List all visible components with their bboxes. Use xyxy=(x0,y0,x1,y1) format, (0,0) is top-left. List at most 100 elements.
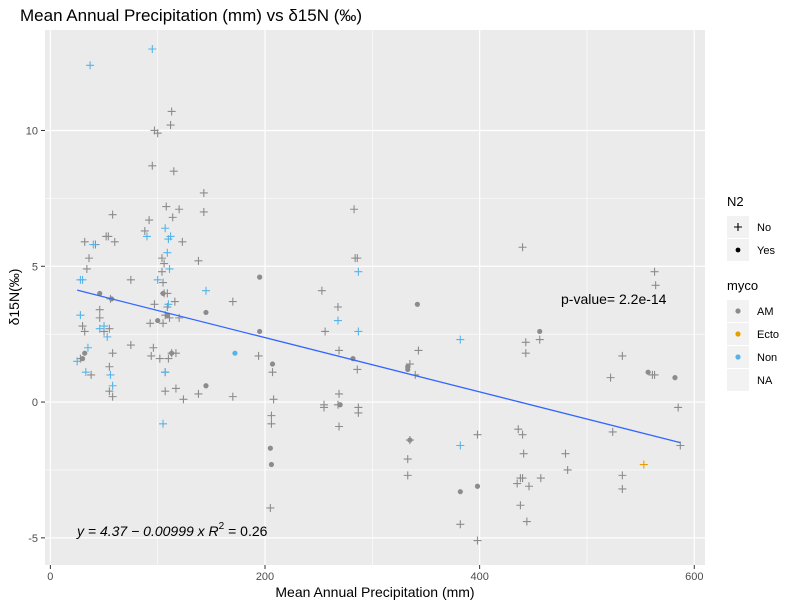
data-point-plus xyxy=(105,324,114,333)
data-point-dot xyxy=(232,350,238,356)
data-point-plus xyxy=(333,316,342,325)
data-point-plus xyxy=(87,370,96,379)
data-point-plus xyxy=(108,392,117,401)
data-point-dot xyxy=(414,301,420,307)
data-point-plus xyxy=(456,520,465,529)
data-point-dot xyxy=(537,328,543,335)
data-point-dot xyxy=(407,437,413,443)
legend: N2 No Yes myco AM Ecto Non NA xyxy=(727,194,779,391)
data-point-dot xyxy=(82,350,88,356)
data-point-plus xyxy=(104,232,113,241)
data-point-plus xyxy=(148,45,157,54)
legend-label: No xyxy=(757,222,771,234)
x-axis: 0 200 400 600 xyxy=(47,565,703,583)
data-point-plus xyxy=(350,205,359,214)
data-point-plus xyxy=(153,129,162,138)
data-point-plus xyxy=(159,319,168,328)
data-point-plus xyxy=(536,474,545,483)
data-point-plus xyxy=(105,387,114,396)
data-point-plus xyxy=(651,281,660,290)
data-point-plus xyxy=(171,384,180,393)
data-point-plus xyxy=(525,482,533,491)
data-point-plus xyxy=(81,368,90,377)
data-point-dot xyxy=(203,383,209,389)
grid-minor xyxy=(45,30,705,565)
data-point-plus xyxy=(320,403,329,412)
data-point-plus xyxy=(166,232,175,241)
data-point-plus xyxy=(78,322,87,331)
r2-exponent: 2 xyxy=(219,521,225,532)
data-point-plus xyxy=(159,419,168,428)
data-point-plus xyxy=(514,425,523,434)
data-point-plus xyxy=(153,275,162,284)
data-point-plus xyxy=(145,216,154,225)
data-point-plus xyxy=(228,392,237,401)
data-point-plus xyxy=(194,256,203,265)
data-point-plus xyxy=(518,243,527,252)
y-tick-label: 10 xyxy=(26,125,38,137)
data-point-plus xyxy=(164,300,173,309)
legend-label: NA xyxy=(757,375,773,387)
data-point-plus xyxy=(267,411,276,420)
data-point-dot xyxy=(645,369,651,375)
data-point-plus xyxy=(267,419,276,428)
data-point-plus xyxy=(456,441,465,450)
x-tick-label: 600 xyxy=(685,571,703,583)
r2-value: = 0.26 xyxy=(224,523,267,539)
data-point-plus xyxy=(194,389,203,398)
data-point-plus xyxy=(606,373,615,382)
data-point-dot xyxy=(97,290,103,297)
data-point-plus xyxy=(162,202,171,211)
data-point-plus xyxy=(155,354,164,363)
data-point-dot xyxy=(268,461,275,468)
plot-panel: p-value= 2.2e-14 y = 4.37 − 0.00999 x R2… xyxy=(45,30,705,565)
data-point-plus xyxy=(269,395,278,404)
data-point-plus xyxy=(521,349,530,358)
data-point-dot xyxy=(337,402,343,408)
data-point-plus xyxy=(618,484,627,493)
legend-plus-symbol xyxy=(734,223,742,231)
y-tick-label: 0 xyxy=(32,397,38,409)
data-point-plus xyxy=(335,389,344,398)
data-point-plus xyxy=(100,322,109,331)
data-point-plus xyxy=(175,313,184,322)
legend-title: myco xyxy=(727,278,758,293)
x-tick-label: 0 xyxy=(47,571,53,583)
data-point-plus xyxy=(473,536,482,545)
data-point-plus xyxy=(73,357,82,366)
data-point-plus xyxy=(513,479,522,488)
data-point-plus xyxy=(317,286,326,295)
data-point-plus xyxy=(618,471,627,480)
data-point-plus xyxy=(519,449,528,458)
data-point-plus xyxy=(201,286,210,295)
data-point-plus xyxy=(157,254,166,263)
data-point-plus xyxy=(78,275,87,284)
data-point-plus xyxy=(414,346,423,355)
data-point-plus xyxy=(108,381,117,390)
data-point-plus xyxy=(126,341,135,350)
data-point-plus xyxy=(164,354,173,363)
data-point-plus xyxy=(403,471,412,480)
p-value-annotation: p-value= 2.2e-14 xyxy=(561,291,667,307)
data-point-plus xyxy=(650,267,659,276)
data-point-dot xyxy=(155,317,161,324)
data-point-plus xyxy=(83,343,92,352)
chart-title: Mean Annual Precipitation (mm) vs δ15N (… xyxy=(20,6,362,25)
data-point-plus xyxy=(161,224,170,233)
data-point-plus xyxy=(82,264,91,273)
data-point-plus xyxy=(354,327,363,336)
regression-line xyxy=(77,289,681,444)
panel-background xyxy=(45,30,705,565)
data-point-plus xyxy=(522,517,531,526)
data-point-plus xyxy=(105,362,114,371)
legend-label: AM xyxy=(757,306,774,318)
data-point-plus xyxy=(159,278,168,287)
x-axis-title: Mean Annual Precipitation (mm) xyxy=(275,584,474,600)
data-point-plus xyxy=(178,237,187,246)
data-point-plus xyxy=(150,300,159,309)
data-point-plus xyxy=(126,275,135,284)
data-point-plus xyxy=(168,213,177,222)
data-point-plus xyxy=(321,327,330,336)
data-point-plus xyxy=(95,305,104,314)
data-point-dot xyxy=(474,483,481,489)
